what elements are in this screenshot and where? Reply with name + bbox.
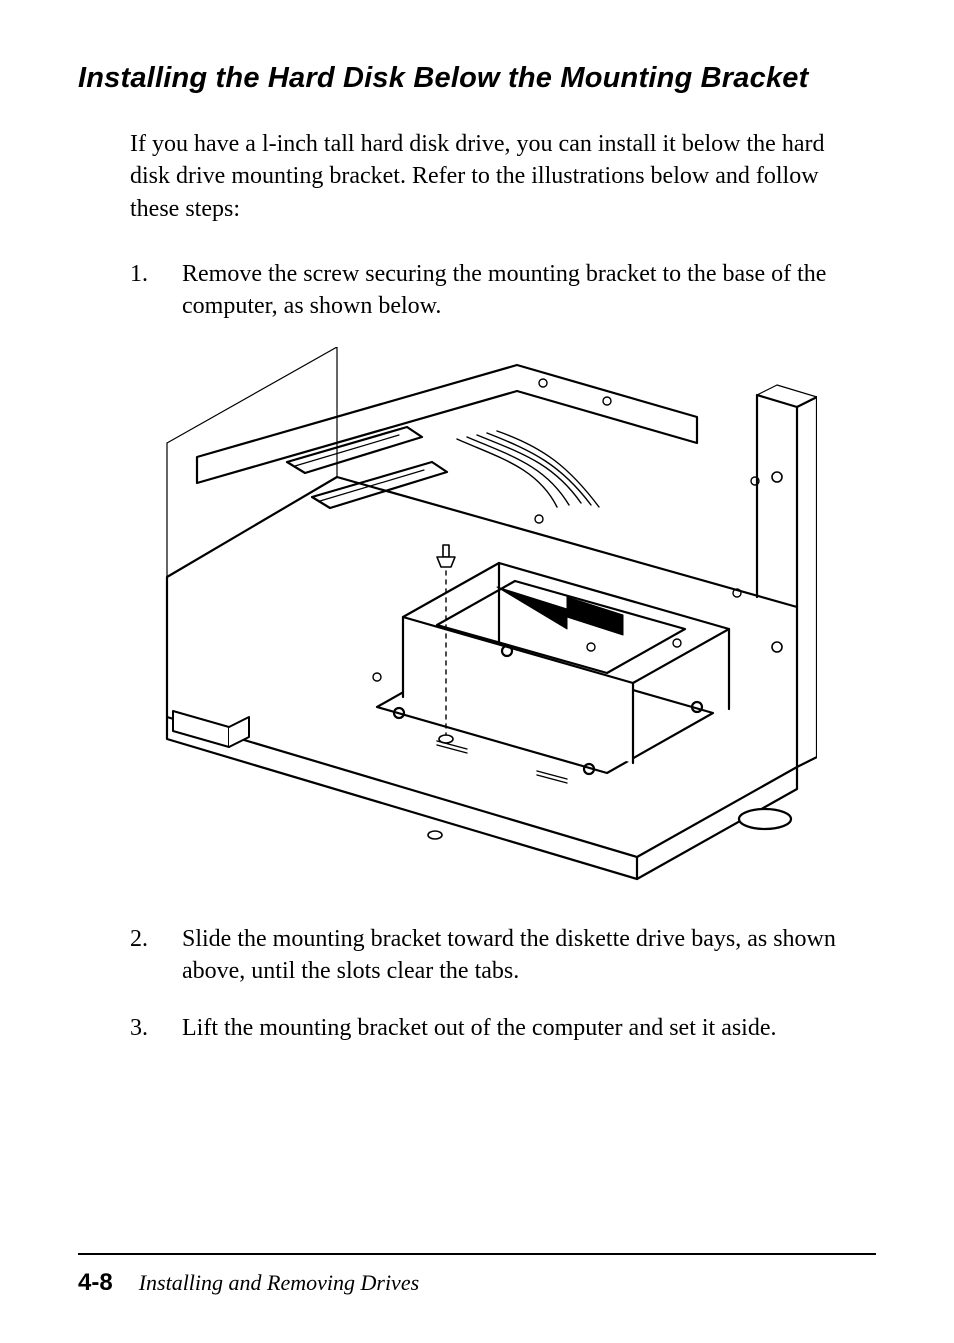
bracket-removal-illustration [78,347,876,887]
step-list: 1. Remove the screw securing the mountin… [130,258,866,323]
chapter-title: Installing and Removing Drives [139,1270,419,1296]
step-item: 3. Lift the mounting bracket out of the … [130,1012,866,1045]
step-item: 2. Slide the mounting bracket toward the… [130,923,866,988]
step-text: Lift the mounting bracket out of the com… [182,1012,866,1045]
step-text: Remove the screw securing the mounting b… [182,258,866,323]
step-list: 2. Slide the mounting bracket toward the… [130,923,866,1045]
step-number: 2. [130,923,182,988]
intro-paragraph: If you have a l-inch tall hard disk driv… [130,128,866,226]
footer-rule [78,1253,876,1255]
page-number: 4-8 [78,1269,113,1297]
step-text: Slide the mounting bracket toward the di… [182,923,866,988]
section-heading: Installing the Hard Disk Below the Mount… [78,60,876,98]
step-item: 1. Remove the screw securing the mountin… [130,258,866,323]
step-number: 1. [130,258,182,323]
step-number: 3. [130,1012,182,1045]
page-footer: 4-8 Installing and Removing Drives [78,1269,419,1297]
